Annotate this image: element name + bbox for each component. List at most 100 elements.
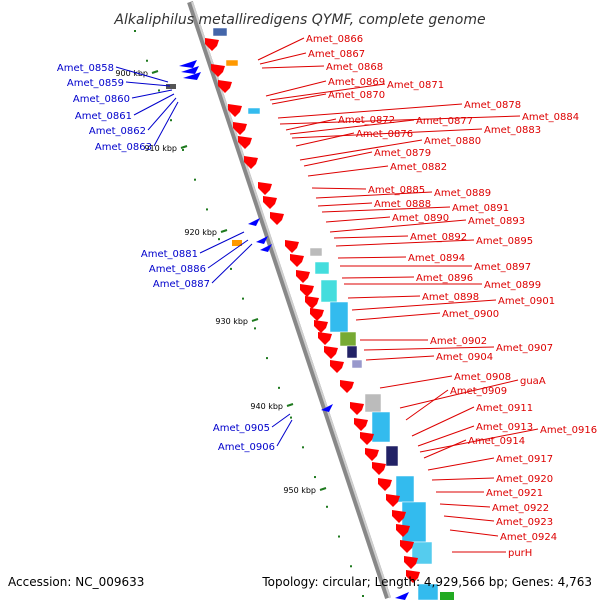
gene-label[interactable]: Amet_0859 [67,78,124,89]
gene-label[interactable]: Amet_0895 [476,236,533,247]
gene-label[interactable]: Amet_0916 [540,425,597,436]
gene-label[interactable]: Amet_0924 [500,532,557,543]
cog-block [309,247,323,257]
gene-label[interactable]: Amet_0876 [356,129,413,140]
gene-label[interactable]: Amet_0891 [452,203,509,214]
cog-block [329,301,349,333]
gene-label[interactable]: Amet_0870 [328,90,385,101]
scale-tick-mark [251,318,259,322]
tick-dot [146,59,148,62]
gene-label[interactable]: Amet_0898 [422,292,479,303]
label-leader-line [131,89,173,99]
gene-label[interactable]: Amet_0884 [522,112,579,123]
gene-label[interactable]: Amet_0861 [75,111,132,122]
gene-label[interactable]: Amet_0899 [484,280,541,291]
label-leader-line [269,83,386,101]
gene-label[interactable]: Amet_0889 [434,188,491,199]
gene-label[interactable]: Amet_0867 [308,49,365,60]
gene-label[interactable]: Amet_0901 [498,296,555,307]
gene-label[interactable]: Amet_0887 [153,279,210,290]
reverse-cds-arrow [340,380,354,393]
gene-label[interactable]: Amet_0880 [424,136,481,147]
label-leader-line [419,428,539,453]
gene-label[interactable]: Amet_0866 [306,34,363,45]
label-leader-line [311,187,367,190]
reverse-cds-arrow [258,182,272,195]
reverse-cds-arrow [244,156,258,169]
label-leader-line [411,406,475,437]
gene-label[interactable]: Amet_0862 [89,126,146,137]
label-leader-line [325,216,391,223]
tick-dot [278,386,280,389]
gene-label[interactable]: purH [508,548,532,559]
gene-label[interactable]: Amet_0909 [450,386,507,397]
gene-label[interactable]: Amet_0890 [392,213,449,224]
cog-block [247,107,261,115]
gene-label[interactable]: Amet_0886 [149,264,206,275]
gene-label[interactable]: Amet_0907 [496,343,553,354]
gene-label[interactable]: Amet_0906 [218,442,275,453]
gene-label[interactable]: Amet_0900 [442,309,499,320]
gene-label[interactable]: Amet_0879 [374,148,431,159]
gene-label[interactable]: Amet_0922 [492,503,549,514]
accession-text: Accession: NC_009633 [8,575,144,589]
gene-label[interactable]: Amet_0894 [408,253,465,264]
gene-label[interactable]: Amet_0883 [484,125,541,136]
tick-dot [326,505,328,508]
gene-label[interactable]: Amet_0885 [368,185,425,196]
gene-label[interactable]: Amet_0877 [416,116,473,127]
gene-label[interactable]: Amet_0917 [496,454,553,465]
label-leader-line [115,66,169,83]
gene-label[interactable]: Amet_0908 [454,372,511,383]
gene-label[interactable]: Amet_0914 [468,436,525,447]
reverse-cds-arrow [330,360,344,373]
cog-block [371,411,391,443]
gene-label[interactable]: Amet_0878 [464,100,521,111]
gene-label[interactable]: Amet_0863 [95,142,152,153]
reverse-cds-arrow [218,80,232,93]
scale-tick-label: 910 kbp [144,144,177,153]
label-leader-line [449,529,499,537]
gene-label[interactable]: Amet_0869 [328,77,385,88]
gene-label[interactable]: guaA [520,376,546,387]
gene-label[interactable]: Amet_0923 [496,517,553,528]
tick-dot-layer [134,30,364,597]
gene-label[interactable]: Amet_0904 [436,352,493,363]
tick-dot [266,357,268,360]
cog-block [212,27,228,37]
gene-label[interactable]: Amet_0860 [73,94,130,105]
label-leader-line [317,202,373,207]
label-leader-line [329,219,467,233]
gene-label[interactable]: Amet_0911 [476,403,533,414]
gene-label[interactable]: Amet_0868 [326,62,383,73]
gene-label[interactable]: Amet_0897 [474,262,531,273]
gene-label[interactable]: Amet_0902 [430,336,487,347]
reverse-cds-arrow [314,320,328,333]
gene-label[interactable]: Amet_0871 [387,80,444,91]
scale-tick-label: 900 kbp [115,69,148,78]
gene-label[interactable]: Amet_0882 [390,162,447,173]
cog-feature-layer [166,27,454,600]
gene-label[interactable]: Amet_0921 [486,488,543,499]
tick-dot [182,148,184,151]
label-leader-line [211,243,253,284]
gene-label[interactable]: Amet_0872 [338,115,395,126]
gene-label[interactable]: Amet_0888 [374,199,431,210]
gene-label[interactable]: Amet_0913 [476,422,533,433]
gene-label[interactable]: Amet_0920 [496,474,553,485]
reverse-cds-arrow [360,432,374,445]
gene-label[interactable]: Amet_0881 [141,249,198,260]
tick-dot [158,89,160,92]
reverse-cds-arrow [354,418,368,431]
gene-label[interactable]: Amet_0858 [57,63,114,74]
gene-label[interactable]: Amet_0892 [410,232,467,243]
tick-dot [242,297,244,300]
gene-label[interactable]: Amet_0896 [416,273,473,284]
cog-block [385,445,399,467]
gene-label[interactable]: Amet_0893 [468,216,525,227]
gene-label[interactable]: Amet_0905 [213,423,270,434]
scale-tick-mark [220,229,228,233]
tick-dot [206,208,208,211]
reverse-cds-arrow [400,540,414,553]
label-leader-line [271,93,327,105]
